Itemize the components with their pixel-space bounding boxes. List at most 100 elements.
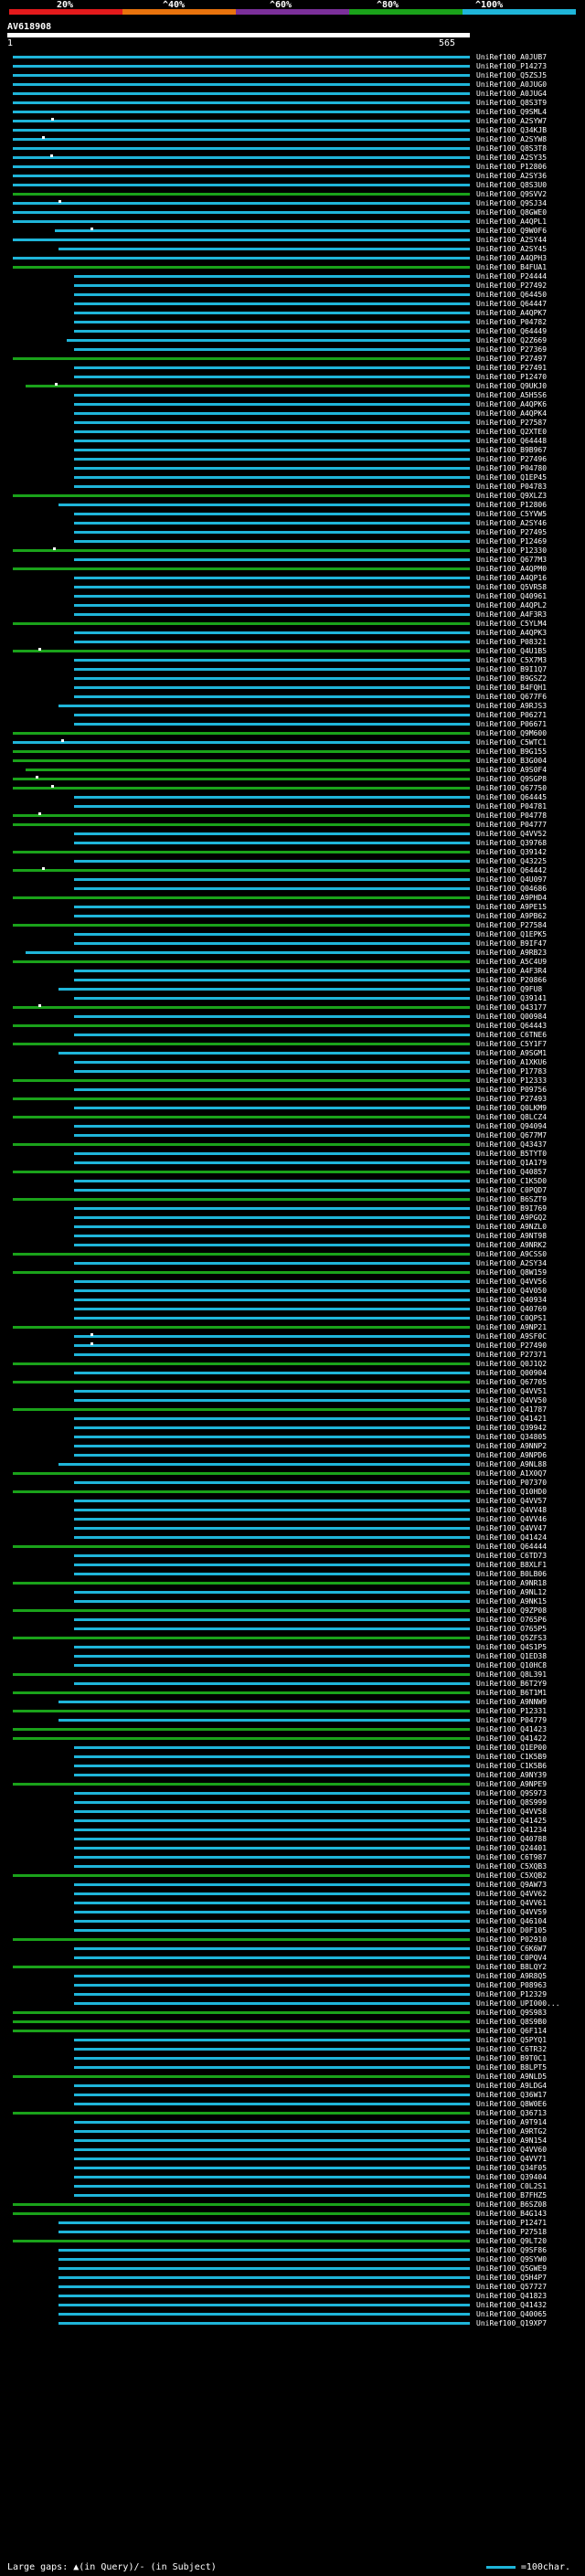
hit-row[interactable]: UniRef100_P08963 <box>0 1981 585 1989</box>
alignment-bar[interactable] <box>74 1774 470 1776</box>
hit-label[interactable]: UniRef100_Q40934 <box>476 1296 548 1304</box>
hit-row[interactable]: UniRef100_B9IF47 <box>0 939 585 948</box>
hit-label[interactable]: UniRef100_P14273 <box>476 62 548 70</box>
alignment-bar[interactable] <box>12 129 470 132</box>
hit-row[interactable]: UniRef100_C6TD73 <box>0 1552 585 1560</box>
hit-row[interactable]: UniRef100_Q0J1Q2 <box>0 1360 585 1368</box>
hit-label[interactable]: UniRef100_C1K5D0 <box>476 1177 548 1185</box>
hit-row[interactable]: UniRef100_A9NNW9 <box>0 1698 585 1706</box>
alignment-bar[interactable] <box>12 1783 470 1786</box>
hit-row[interactable]: UniRef100_C5YLM4 <box>0 620 585 628</box>
hit-label[interactable]: UniRef100_P27497 <box>476 355 548 363</box>
alignment-bar[interactable] <box>74 723 470 726</box>
alignment-bar[interactable] <box>74 1372 470 1374</box>
hit-label[interactable]: UniRef100_P12470 <box>476 373 548 381</box>
alignment-bar[interactable] <box>12 211 470 214</box>
hit-row[interactable]: UniRef100_Q4VV57 <box>0 1497 585 1505</box>
alignment-bar[interactable] <box>74 1344 470 1347</box>
hit-row[interactable]: UniRef100_Q64445 <box>0 793 585 801</box>
alignment-bar[interactable] <box>74 449 470 451</box>
alignment-bar[interactable] <box>12 787 470 790</box>
alignment-bar[interactable] <box>12 1472 470 1475</box>
hit-row[interactable]: UniRef100_P27587 <box>0 419 585 427</box>
alignment-bar[interactable] <box>74 412 470 415</box>
alignment-bar[interactable] <box>12 1710 470 1712</box>
hit-row[interactable]: UniRef100_Q4VV52 <box>0 830 585 838</box>
hit-label[interactable]: UniRef100_C0PQV4 <box>476 1954 548 1962</box>
alignment-bar[interactable] <box>12 1673 470 1676</box>
hit-row[interactable]: UniRef100_Q41424 <box>0 1533 585 1542</box>
hit-row[interactable]: UniRef100_Q39404 <box>0 2173 585 2181</box>
alignment-bar[interactable] <box>74 668 470 671</box>
hit-row[interactable]: UniRef100_Q10HD0 <box>0 1488 585 1496</box>
hit-label[interactable]: UniRef100_A2SY46 <box>476 519 548 527</box>
hit-row[interactable]: UniRef100_Q41787 <box>0 1405 585 1414</box>
hit-row[interactable]: UniRef100_Q8S999 <box>0 1798 585 1807</box>
hit-label[interactable]: UniRef100_Q40857 <box>476 1168 548 1176</box>
hit-row[interactable]: UniRef100_A9NNP2 <box>0 1442 585 1450</box>
hit-label[interactable]: UniRef100_A9NP21 <box>476 1323 548 1331</box>
hit-label[interactable]: UniRef100_A9NL12 <box>476 1588 548 1596</box>
hit-row[interactable]: UniRef100_A9PB62 <box>0 912 585 920</box>
hit-row[interactable]: UniRef100_A2SY44 <box>0 236 585 244</box>
alignment-bar[interactable] <box>74 2057 470 2060</box>
hit-label[interactable]: UniRef100_A9CSS0 <box>476 1250 548 1258</box>
hit-row[interactable]: UniRef100_P12806 <box>0 501 585 509</box>
alignment-bar[interactable] <box>74 1161 470 1164</box>
alignment-bar[interactable] <box>12 138 470 141</box>
alignment-bar[interactable] <box>12 622 470 625</box>
hit-row[interactable]: UniRef100_P07370 <box>0 1479 585 1487</box>
alignment-bar[interactable] <box>74 1280 470 1283</box>
hit-row[interactable]: UniRef100_Q9ZP08 <box>0 1606 585 1615</box>
hit-row[interactable]: UniRef100_Q5PYQ1 <box>0 2036 585 2044</box>
alignment-bar[interactable] <box>12 814 470 817</box>
hit-row[interactable]: UniRef100_A9NZL0 <box>0 1223 585 1231</box>
hit-row[interactable]: UniRef100_B3G004 <box>0 757 585 765</box>
hit-row[interactable]: UniRef100_Q9SYW0 <box>0 2255 585 2263</box>
hit-label[interactable]: UniRef100_P12806 <box>476 501 548 509</box>
alignment-bar[interactable] <box>74 1125 470 1128</box>
hit-row[interactable]: UniRef100_Q34805 <box>0 1433 585 1441</box>
alignment-bar[interactable] <box>12 92 470 95</box>
hit-row[interactable]: UniRef100_Q4VV61 <box>0 1899 585 1907</box>
alignment-bar[interactable] <box>12 1024 470 1027</box>
alignment-bar[interactable] <box>74 1947 470 1950</box>
hit-row[interactable]: UniRef100_P04779 <box>0 1716 585 1724</box>
hit-label[interactable]: UniRef100_Q9W0F6 <box>476 227 548 235</box>
hit-label[interactable]: UniRef100_Q41787 <box>476 1405 548 1414</box>
alignment-bar[interactable] <box>12 266 470 269</box>
alignment-bar[interactable] <box>12 65 470 68</box>
hit-row[interactable]: UniRef100_P12470 <box>0 373 585 381</box>
hit-row[interactable]: UniRef100_A9SGM1 <box>0 1049 585 1057</box>
hit-row[interactable]: UniRef100_A4QPH3 <box>0 254 585 262</box>
hit-label[interactable]: UniRef100_Q5ZFS3 <box>476 1634 548 1642</box>
hit-row[interactable]: UniRef100_C5Y1F7 <box>0 1040 585 1048</box>
alignment-bar[interactable] <box>58 705 470 707</box>
hit-row[interactable]: UniRef100_P04783 <box>0 482 585 491</box>
alignment-bar[interactable] <box>58 1463 470 1466</box>
alignment-bar[interactable] <box>12 1637 470 1639</box>
hit-label[interactable]: UniRef100_A4QPL1 <box>476 217 548 226</box>
hit-label[interactable]: UniRef100_P12471 <box>476 2219 548 2227</box>
hit-label[interactable]: UniRef100_Q43225 <box>476 857 548 865</box>
hit-label[interactable]: UniRef100_Q64442 <box>476 866 548 875</box>
hit-row[interactable]: UniRef100_Q6F114 <box>0 2027 585 2035</box>
alignment-bar[interactable] <box>12 2212 470 2215</box>
hit-row[interactable]: UniRef100_P24444 <box>0 272 585 281</box>
hit-row[interactable]: UniRef100_Q67750 <box>0 784 585 792</box>
hit-row[interactable]: UniRef100_Q43437 <box>0 1140 585 1149</box>
hit-label[interactable]: UniRef100_Q64448 <box>476 437 548 445</box>
alignment-bar[interactable] <box>74 997 470 1000</box>
alignment-bar[interactable] <box>74 312 470 314</box>
hit-label[interactable]: UniRef100_C5XQB3 <box>476 1862 548 1871</box>
hit-label[interactable]: UniRef100_Q41422 <box>476 1734 548 1743</box>
hit-label[interactable]: UniRef100_A9T914 <box>476 2118 548 2126</box>
hit-label[interactable]: UniRef100_A4QPK6 <box>476 400 548 408</box>
hit-row[interactable]: UniRef100_Q24401 <box>0 1844 585 1852</box>
hit-label[interactable]: UniRef100_B9G155 <box>476 747 548 756</box>
hit-label[interactable]: UniRef100_Q57727 <box>476 2283 548 2291</box>
hit-row[interactable]: UniRef100_Q9SJ34 <box>0 199 585 207</box>
hit-row[interactable]: UniRef100_A9NR18 <box>0 1579 585 1587</box>
hit-row[interactable]: UniRef100_C0QPS1 <box>0 1314 585 1322</box>
hit-label[interactable]: UniRef100_Q41424 <box>476 1533 548 1542</box>
